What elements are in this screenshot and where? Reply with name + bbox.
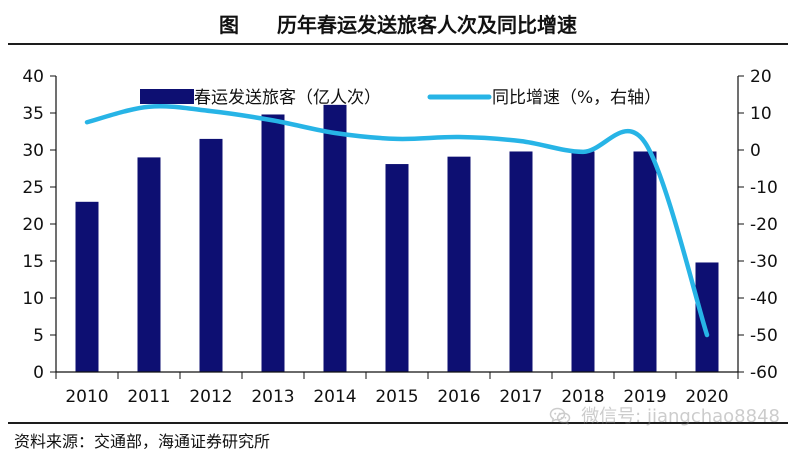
bar-2014 [323,104,347,373]
chart-title: 图 历年春运发送旅客人次及同比增速 [0,8,796,38]
right-tick-label--30: -30 [750,252,778,272]
legend-line-label: 同比增速（%，右轴） [492,88,661,108]
right-tick-label-10: 10 [750,104,772,124]
x-label-2013: 2013 [251,387,294,407]
source-note: 资料来源：交通部，海通证券研究所 [14,432,271,451]
watermark: 微信号: jiangchao8848 [547,402,780,428]
x-label-2015: 2015 [375,387,418,407]
bar-2010 [75,201,99,372]
x-label-2017: 2017 [499,387,542,407]
title-main: 历年春运发送旅客人次及同比增速 [277,12,577,37]
right-tick-label--50: -50 [750,326,778,346]
right-tick-label--10: -10 [750,178,778,198]
wechat-icon [549,407,571,425]
right-tick-label-20: 20 [750,67,772,87]
left-tick-label-20: 20 [22,215,44,235]
top-divider [8,43,788,45]
bar-2018 [571,151,595,372]
bar-2019 [633,151,657,372]
legend-bar-label: 春运发送旅客（亿人次） [194,88,381,108]
right-tick-label--20: -20 [750,215,778,235]
left-tick-label-35: 35 [22,104,44,124]
bar-2011 [137,157,161,372]
left-tick-label-10: 10 [22,289,44,309]
bottom-divider [8,422,788,424]
growth-rate-line [84,104,710,338]
x-label-2016: 2016 [437,387,480,407]
legend-bar-swatch [140,89,194,104]
bar-2017 [509,151,533,372]
right-tick-label-0: 0 [750,141,761,161]
x-label-2012: 2012 [189,387,232,407]
bar-2012 [199,138,223,372]
x-label-2014: 2014 [313,387,356,407]
x-label-2010: 2010 [65,387,108,407]
x-label-2011: 2011 [127,387,170,407]
watermark-text: 微信号: jiangchao8848 [581,406,780,427]
bar-2013 [261,114,285,372]
left-tick-label-25: 25 [22,178,44,198]
bar-2020 [695,262,719,372]
title-prefix: 图 [219,12,239,37]
right-tick-label--40: -40 [750,289,778,309]
bar-2016 [447,156,471,372]
left-tick-label-5: 5 [33,326,44,346]
bar-2015 [385,164,409,372]
left-tick-label-0: 0 [33,363,44,383]
left-tick-label-40: 40 [22,67,44,87]
left-tick-label-15: 15 [22,252,44,272]
right-tick-label--60: -60 [750,363,778,383]
left-tick-label-30: 30 [22,141,44,161]
